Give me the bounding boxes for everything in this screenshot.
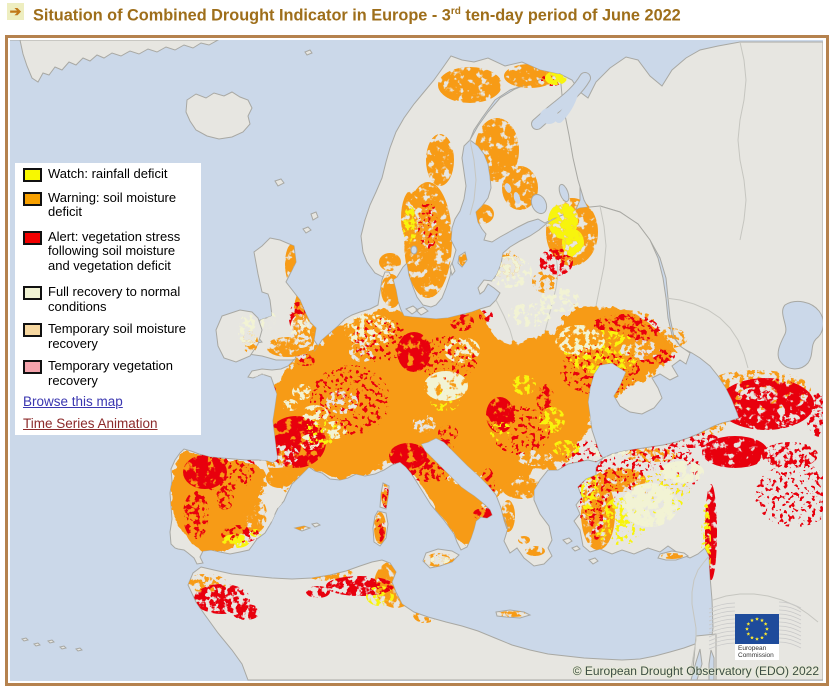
svg-text:Commission: Commission bbox=[738, 652, 774, 659]
svg-text:European: European bbox=[738, 645, 767, 652]
